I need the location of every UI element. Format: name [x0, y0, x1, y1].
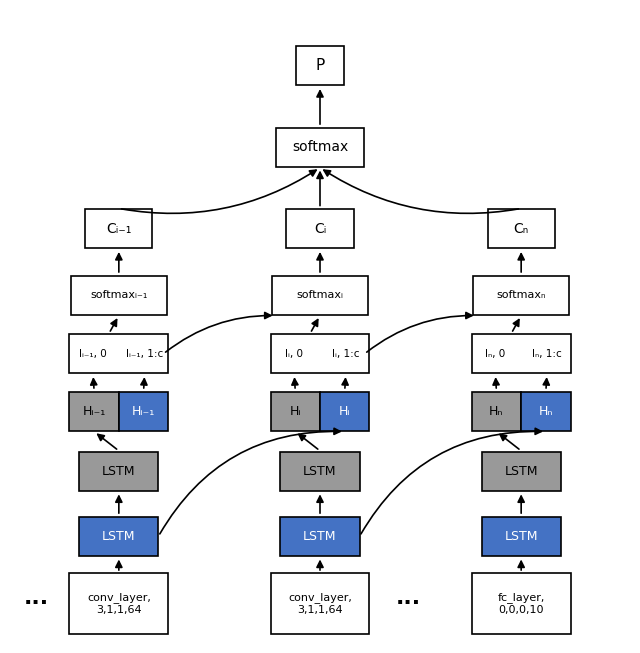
Text: Hₙ: Hₙ [539, 405, 553, 418]
Text: lᵢ, 0: lᵢ, 0 [285, 349, 303, 359]
Text: LSTM: LSTM [504, 530, 538, 543]
FancyBboxPatch shape [472, 392, 521, 431]
Text: fc_layer,
0,0,0,10: fc_layer, 0,0,0,10 [497, 592, 545, 614]
Text: lᵢ, 1:c: lᵢ, 1:c [332, 349, 360, 359]
FancyBboxPatch shape [272, 276, 368, 315]
FancyBboxPatch shape [473, 276, 569, 315]
Text: softmaxₙ: softmaxₙ [497, 290, 546, 300]
FancyBboxPatch shape [481, 452, 561, 490]
FancyBboxPatch shape [69, 573, 168, 633]
Text: Cᵢ₋₁: Cᵢ₋₁ [106, 222, 132, 236]
Text: LSTM: LSTM [102, 530, 136, 543]
Text: lₙ, 1:c: lₙ, 1:c [532, 349, 562, 359]
Text: Hᵢ₋₁: Hᵢ₋₁ [132, 405, 156, 418]
Text: softmax: softmax [292, 140, 348, 154]
Text: lₙ, 0: lₙ, 0 [485, 349, 506, 359]
FancyBboxPatch shape [481, 517, 561, 556]
FancyBboxPatch shape [271, 573, 369, 633]
FancyBboxPatch shape [85, 209, 152, 248]
Text: ···: ··· [396, 594, 420, 613]
Text: Hᵢ: Hᵢ [289, 405, 301, 418]
FancyBboxPatch shape [472, 334, 571, 374]
Text: Cₙ: Cₙ [513, 222, 529, 236]
Text: Cᵢ: Cᵢ [314, 222, 326, 236]
Text: P: P [316, 58, 324, 73]
Text: lᵢ₋₁, 0: lᵢ₋₁, 0 [79, 349, 107, 359]
Text: Hᵢ₋₁: Hᵢ₋₁ [83, 405, 106, 418]
Text: LSTM: LSTM [303, 530, 337, 543]
FancyBboxPatch shape [472, 573, 571, 633]
FancyBboxPatch shape [71, 276, 167, 315]
Text: LSTM: LSTM [303, 465, 337, 477]
FancyBboxPatch shape [69, 392, 119, 431]
Text: conv_layer,
3,1,1,64: conv_layer, 3,1,1,64 [288, 592, 352, 614]
Text: LSTM: LSTM [102, 465, 136, 477]
FancyBboxPatch shape [271, 334, 369, 374]
FancyBboxPatch shape [119, 392, 168, 431]
Text: ···: ··· [23, 594, 49, 613]
Text: Hᵢ: Hᵢ [339, 405, 351, 418]
FancyBboxPatch shape [280, 517, 360, 556]
Text: softmaxᵢ₋₁: softmaxᵢ₋₁ [90, 290, 148, 300]
FancyBboxPatch shape [488, 209, 555, 248]
Text: Hₙ: Hₙ [489, 405, 504, 418]
FancyBboxPatch shape [79, 517, 159, 556]
FancyBboxPatch shape [276, 128, 364, 167]
Text: LSTM: LSTM [504, 465, 538, 477]
Text: lᵢ₋₁, 1:c: lᵢ₋₁, 1:c [126, 349, 163, 359]
FancyBboxPatch shape [296, 46, 344, 86]
FancyBboxPatch shape [79, 452, 159, 490]
Text: softmaxᵢ: softmaxᵢ [296, 290, 344, 300]
FancyBboxPatch shape [521, 392, 571, 431]
FancyBboxPatch shape [286, 209, 354, 248]
FancyBboxPatch shape [271, 392, 320, 431]
Text: conv_layer,
3,1,1,64: conv_layer, 3,1,1,64 [87, 592, 151, 614]
FancyBboxPatch shape [280, 452, 360, 490]
FancyBboxPatch shape [320, 392, 369, 431]
FancyBboxPatch shape [69, 334, 168, 374]
